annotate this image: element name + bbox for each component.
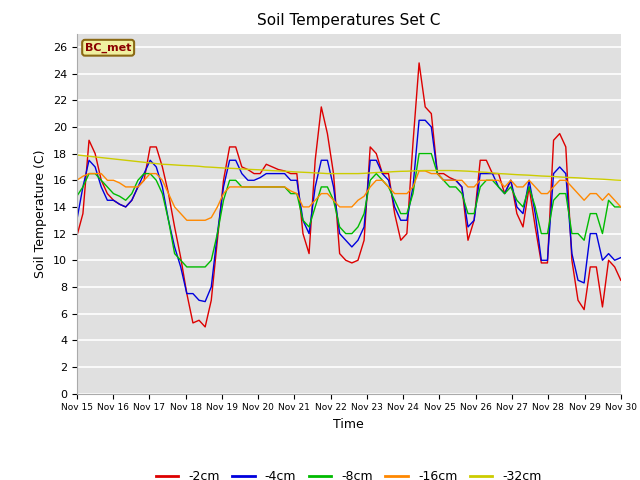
Title: Soil Temperatures Set C: Soil Temperatures Set C xyxy=(257,13,440,28)
Text: BC_met: BC_met xyxy=(85,43,131,53)
X-axis label: Time: Time xyxy=(333,418,364,431)
Y-axis label: Soil Temperature (C): Soil Temperature (C) xyxy=(35,149,47,278)
Legend: -2cm, -4cm, -8cm, -16cm, -32cm: -2cm, -4cm, -8cm, -16cm, -32cm xyxy=(151,465,547,480)
